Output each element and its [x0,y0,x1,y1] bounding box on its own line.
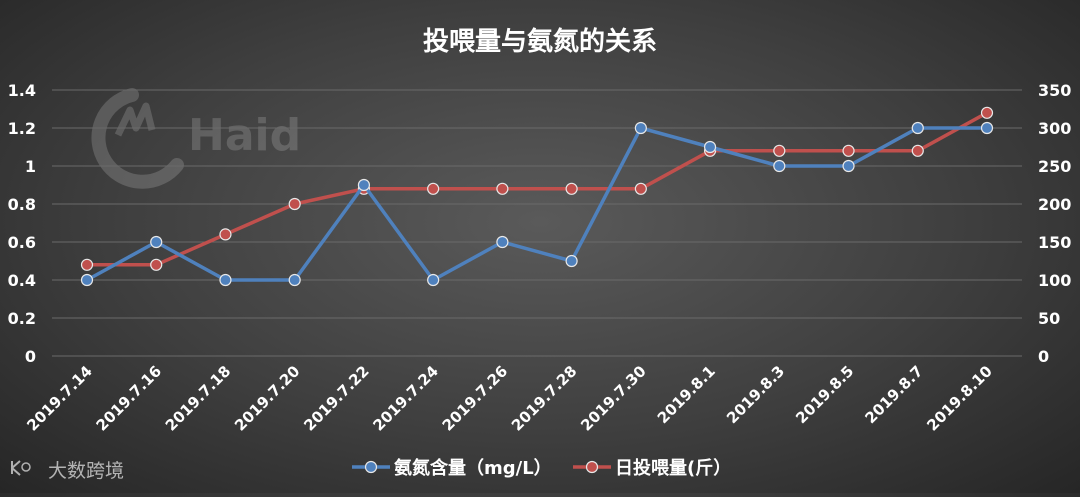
feed-point [980,106,994,119]
grid-lines [52,89,1022,357]
x-tick-label: 2019.7.20 [231,362,303,434]
y-left-tick-label: 0.6 [8,233,36,252]
feed-point [773,144,786,157]
ammonia-point [565,254,578,268]
feed-point [911,144,924,157]
ammonia-point [773,159,786,173]
ammonia-point [634,121,647,135]
x-tick-label: 2019.7.26 [439,362,511,434]
ammonia-point [150,235,163,249]
y-axis-right: 0 50 100 150 200 250 300 350 [1038,81,1071,366]
x-tick-label: 2019.8.10 [923,362,995,434]
logo-arc-icon [91,88,184,189]
legend-ammonia-marker-icon [364,460,378,474]
x-tick-label: 2019.8.1 [654,362,719,427]
y-right-tick-label: 200 [1038,195,1071,214]
y-axis-left: 0 0.2 0.4 0.6 0.8 1 1.2 1.4 [8,81,36,366]
x-tick-label: 2019.7.22 [300,362,372,434]
ammonia-point [911,121,924,135]
ammonia-point [219,273,232,287]
y-left-tick-label: 1.2 [8,119,36,138]
feed-point [842,144,855,157]
corner-watermark-text: 大数跨境 [48,460,124,482]
logo-wave-icon [114,102,156,137]
x-tick-label: 2019.8.7 [862,362,927,427]
ammonia-point [980,121,994,135]
y-right-tick-label: 300 [1038,119,1071,138]
legend: 氨氮含量（mg/L） 日投喂量(斤） [352,457,731,479]
feed-point [496,182,509,195]
legend-feed-marker-icon [585,460,599,474]
legend-ammonia-label: 氨氮含量（mg/L） [394,457,552,479]
y-right-tick-label: 100 [1038,271,1071,290]
x-tick-label: 2019.7.28 [508,362,580,434]
x-tick-label: 2019.7.18 [162,362,234,434]
corner-logo-icon [11,460,21,476]
chart-title: 投喂量与氨氮的关系 [423,26,657,57]
series-line-feed [87,111,988,267]
feed-point [219,228,232,241]
y-left-tick-label: 0.8 [8,195,36,214]
ammonia-point [427,273,440,287]
y-right-tick-label: 50 [1038,309,1060,328]
y-left-tick-label: 0.2 [8,309,36,328]
feed-point [80,258,94,271]
corner-watermark: 大数跨境 [11,460,124,482]
corner-logo-dot-icon [21,462,31,472]
logo-text: Haid [188,110,301,161]
ammonia-point [288,273,301,287]
feed-point [565,182,578,195]
x-tick-label: 2019.7.30 [577,362,649,434]
ammonia-point [357,178,371,192]
x-tick-label: 2019.7.14 [23,362,95,434]
ammonia-point [842,159,855,173]
feed-point [150,258,163,271]
y-right-tick-label: 0 [1038,347,1049,366]
y-right-tick-label: 150 [1038,233,1071,252]
x-axis: 2019.7.142019.7.162019.7.182019.7.202019… [23,362,995,434]
feed-point [634,182,647,195]
feed-point [288,197,301,211]
series-layer [80,106,994,287]
ammonia-point [703,140,717,154]
ammonia-point [496,235,509,249]
ammonia-point [80,273,94,287]
feed-point [427,182,440,195]
y-left-tick-label: 1 [25,157,36,176]
legend-feed-label: 日投喂量(斤） [615,457,731,479]
y-left-tick-label: 0 [25,347,36,366]
x-tick-label: 2019.8.3 [723,362,788,427]
haid-logo-watermark: Haid [91,88,301,189]
y-right-tick-label: 250 [1038,157,1071,176]
series-line-ammonia [86,126,987,282]
y-left-tick-label: 0.4 [8,271,36,290]
x-tick-label: 2019.8.5 [792,362,857,427]
y-left-tick-label: 1.4 [8,81,36,100]
x-tick-label: 2019.7.16 [93,362,165,434]
y-right-tick-label: 350 [1038,81,1071,100]
x-tick-label: 2019.7.24 [370,362,442,434]
